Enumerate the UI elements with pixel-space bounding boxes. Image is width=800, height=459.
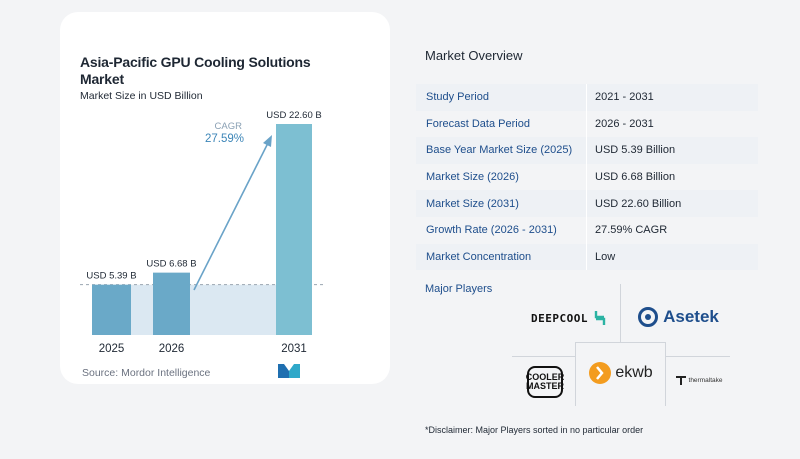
market-overview-table: Study Period 2021 - 2031 Forecast Data Per… [416, 84, 758, 271]
overview-row-value: 2026 - 2031 [586, 110, 654, 138]
overview-row: Market Size (2031) USD 22.60 Billion [416, 190, 758, 217]
players-divider [512, 356, 575, 357]
overview-row-label: Base Year Market Size (2025) [426, 144, 573, 157]
players-divider [620, 284, 621, 342]
market-overview-title: Market Overview [425, 48, 523, 63]
chart-title: Asia-Pacific GPU Cooling Solutions Marke… [80, 54, 311, 87]
overview-row: Forecast Data Period 2026 - 2031 [416, 110, 758, 138]
overview-row-value: Low [586, 243, 615, 271]
overview-row-label: Market Concentration [426, 250, 532, 263]
disclaimer-note: *Disclaimer: Major Players sorted in no … [425, 425, 644, 435]
overview-row-label: Growth Rate (2026 - 2031) [426, 224, 557, 237]
players-divider [575, 342, 665, 343]
overview-row: Base Year Market Size (2025) USD 5.39 Bil… [416, 137, 758, 164]
overview-row: Market Size (2026) USD 6.68 Billion [416, 163, 758, 191]
overview-row-label: Market Size (2026) [426, 171, 519, 184]
overview-row-label: Forecast Data Period [426, 117, 530, 130]
overview-row-value: USD 22.60 Billion [586, 190, 681, 217]
deepcool-mark-icon [594, 311, 606, 325]
player-logo-asetek: Asetek [628, 303, 728, 331]
overview-row-label: Study Period [426, 91, 489, 104]
overview-row: Market Concentration Low [416, 243, 758, 271]
player-logo-ekwb: ekwb [580, 358, 662, 388]
overview-row: Study Period 2021 - 2031 [416, 84, 758, 111]
asetek-mark-icon [638, 307, 659, 327]
chart-subtitle: Market Size in USD Billion [80, 90, 203, 102]
ekwb-mark-icon [589, 362, 612, 384]
overview-row-value: USD 5.39 Billion [586, 137, 675, 164]
overview-row: Growth Rate (2026 - 2031) 27.59% CAGR [416, 216, 758, 244]
overview-row-label: Market Size (2031) [426, 197, 519, 210]
players-divider [575, 342, 576, 406]
thermaltake-mark-icon [675, 376, 686, 385]
players-divider [665, 356, 730, 357]
player-logo-deepcool: DEEPCOOL [520, 306, 618, 330]
player-logo-thermaltake: thermaltake [668, 372, 730, 388]
mordor-logo-icon [278, 364, 300, 378]
overview-row-value: USD 6.68 Billion [586, 163, 675, 191]
overview-row-value: 27.59% CAGR [586, 216, 667, 244]
overview-row-value: 2021 - 2031 [586, 84, 654, 111]
major-players-title: Major Players [425, 283, 493, 295]
player-logo-cooler-master: COOLER MASTER [520, 362, 570, 402]
source-note: Source: Mordor Intelligence [82, 367, 211, 379]
players-divider [665, 342, 666, 406]
